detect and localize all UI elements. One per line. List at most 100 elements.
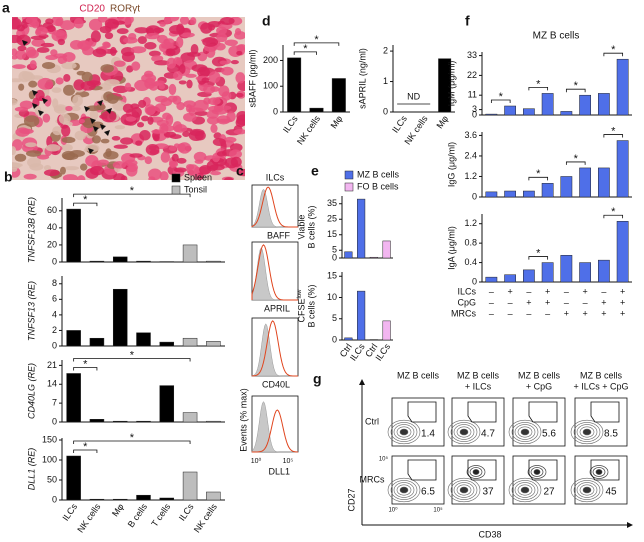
cell [12,167,18,172]
panel-letter: a [2,0,10,16]
bar [560,176,573,198]
cell [191,64,208,73]
bar [357,290,366,341]
cell [52,126,63,136]
arrowheads [22,40,112,154]
cell [25,150,42,157]
cell [15,49,27,60]
gate-value: 8.5 [604,429,618,440]
panel-letter: d [262,13,271,29]
significance-bracket [73,193,191,198]
column-header: + CpG [526,381,552,391]
contour [579,484,595,496]
cell [230,60,239,65]
cell [129,153,143,158]
significance-label: * [611,206,616,218]
contour [520,428,530,436]
cell [168,83,177,96]
significance-label: * [574,153,579,165]
cell [104,18,120,29]
cell [61,62,77,70]
gate [407,401,437,423]
cell [37,77,54,90]
y-tick-label: 0 [332,334,337,344]
significance-bracket [73,449,98,453]
significance-bracket [565,161,586,165]
gate-value: 4.7 [481,429,495,440]
cell [41,62,56,70]
cell [57,55,68,65]
y-tick-label: 150 [42,434,57,444]
bar [136,420,151,423]
significance-label: * [303,43,308,55]
cell [101,110,117,123]
bar [504,105,516,116]
significance-label: * [83,358,88,370]
cell [134,27,149,34]
column-header: + ILCs + CpG [573,381,628,391]
y-tick-label: 15 [327,271,337,281]
cell [61,143,73,152]
bar [89,498,105,501]
significance-label: * [611,44,616,56]
condition-sign: + [526,297,531,307]
contour [511,480,539,500]
bar [438,58,452,113]
cell [162,112,172,121]
condition-sign: – [489,308,494,318]
x-tick-label: T cells [149,501,172,528]
significance-label: * [83,441,88,453]
cell [70,105,81,112]
cell [185,73,197,78]
y-tick-label: 3 [472,104,477,114]
y-tick-label: 14 [47,379,57,389]
cell [224,157,239,169]
cell [120,137,134,145]
cell [216,115,231,125]
cell [139,130,151,141]
bar [112,498,128,501]
micrograph [12,17,245,180]
marker-label: BAFF [267,230,291,240]
contour [520,486,530,494]
x-tick-label: ILCs [60,501,79,522]
cell [148,50,161,57]
cell [57,38,66,46]
condition-sign: – [583,297,588,307]
cell [16,24,26,32]
condition-sign: – [564,297,569,307]
cell [61,136,76,144]
contour [459,428,469,436]
contour [393,424,415,440]
condition-sign: + [601,297,606,307]
gate-value: 27 [543,487,555,498]
significance-label: * [130,349,135,361]
legend-label: FO B cells [357,181,399,191]
cell [126,164,138,177]
gate-value: 6.5 [421,487,435,498]
y-tick-label: 0 [472,276,477,286]
bar [89,419,105,423]
column-header: MZ B cells [457,370,500,380]
cell [187,51,201,57]
y-tick-label: 0.4 [464,257,477,267]
cell [92,48,107,58]
bar [66,455,81,501]
gate [467,401,497,423]
cell [112,161,127,169]
cell [42,113,51,123]
legend-swatch [344,170,354,180]
condition-label: MRCs [451,308,476,318]
contour [517,484,533,496]
significance-label: * [499,91,504,103]
cell [91,135,101,144]
y-axis-label: IgM (μg/ml) [446,61,456,107]
stain-histogram [251,320,299,377]
cell [125,116,137,122]
cell [159,171,169,180]
cell [210,170,222,176]
marker-label: APRIL [264,303,290,313]
significance-label: * [574,80,579,92]
cell [12,64,26,69]
bar [541,183,554,198]
